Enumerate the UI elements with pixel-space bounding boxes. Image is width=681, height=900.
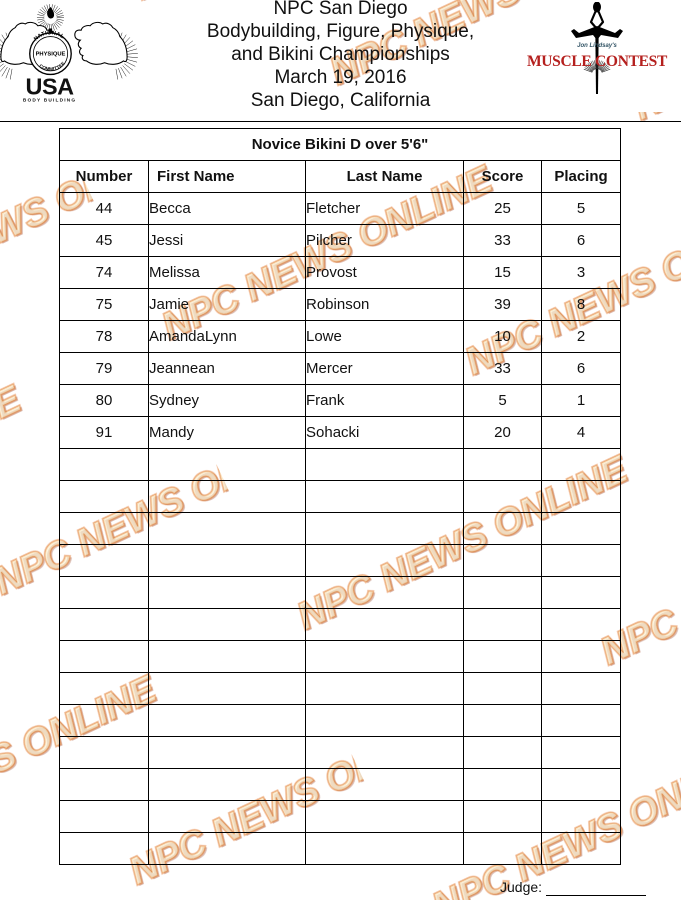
svg-text:PHYSIQUE: PHYSIQUE [36,52,66,58]
svg-text:Jon Lindsay's: Jon Lindsay's [577,43,617,49]
svg-text:MUSCLE CONTEST: MUSCLE CONTEST [527,53,668,70]
svg-text:BODY BUILDING: BODY BUILDING [23,97,76,103]
svg-text:USA: USA [26,73,75,99]
